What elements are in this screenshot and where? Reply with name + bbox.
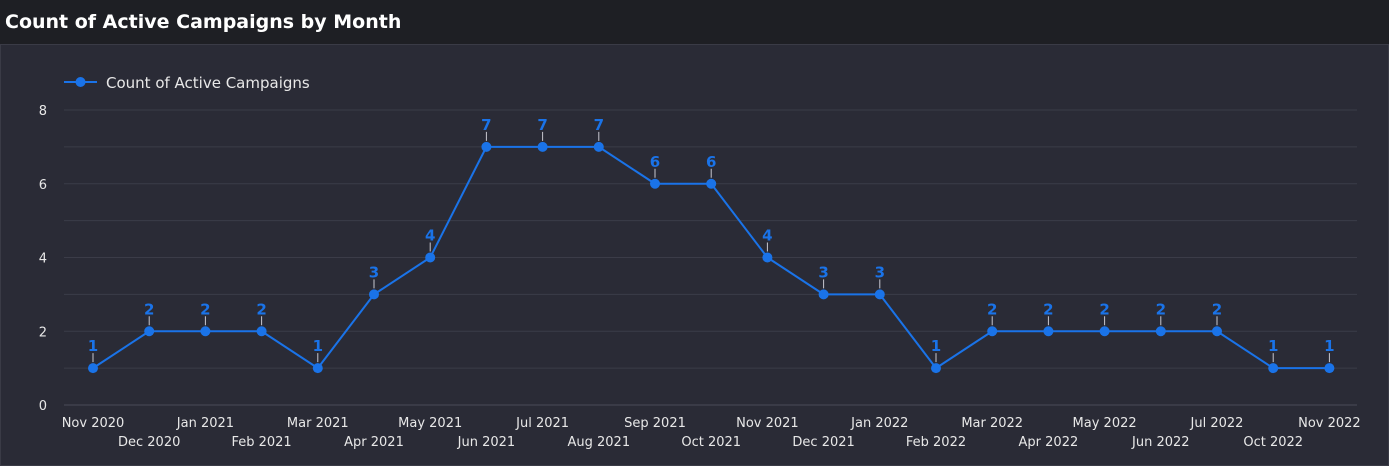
x-tick-label: Nov 2022 [1298, 416, 1361, 431]
data-point[interactable] [1043, 326, 1054, 337]
data-label: 7 [481, 116, 491, 134]
x-tick-label: Nov 2021 [736, 416, 799, 431]
title-bar: Count of Active Campaigns by Month [0, 0, 1389, 44]
x-tick-label: Jul 2021 [515, 416, 569, 431]
chart-panel: Count of Active Campaigns 0 2 4 6 8 Nov 2020… [0, 44, 1389, 466]
data-label: 4 [762, 227, 772, 245]
x-tick-label: Jul 2022 [1190, 416, 1244, 431]
series-count-of-active-campaigns: 1 2 2 2 1 3 4 7 7 7 6 6 4 3 3 1 2 2 2 2 2 1 1 [88, 116, 1335, 374]
data-label: 7 [594, 116, 604, 134]
data-label: 2 [200, 300, 210, 318]
data-point[interactable] [706, 178, 717, 189]
data-label: 2 [256, 300, 266, 318]
data-label: 4 [425, 227, 435, 245]
data-label: 2 [1043, 300, 1053, 318]
data-point[interactable] [256, 326, 267, 337]
x-tick-label: Aug 2021 [567, 435, 630, 450]
data-point[interactable] [481, 141, 492, 152]
x-tick-label: May 2022 [1073, 416, 1137, 431]
x-tick-label: Feb 2022 [906, 435, 966, 450]
data-label: 2 [1156, 300, 1166, 318]
legend-series-label: Count of Active Campaigns [106, 74, 310, 92]
data-label: 2 [1099, 300, 1109, 318]
line-chart: Count of Active Campaigns 0 2 4 6 8 Nov 2020… [39, 74, 1361, 450]
data-point[interactable] [1099, 326, 1110, 337]
x-tick-label: Jun 2022 [1131, 435, 1190, 450]
data-label: 2 [1212, 300, 1222, 318]
data-label: 2 [144, 300, 154, 318]
data-label: 1 [1324, 337, 1334, 355]
data-point[interactable] [144, 326, 155, 337]
x-tick-label: Sep 2021 [624, 416, 686, 431]
x-tick-label: Mar 2021 [287, 416, 349, 431]
x-axis-ticks: Nov 2020 Dec 2020 Jan 2021 Feb 2021 Mar 2021… [62, 416, 1361, 450]
data-point[interactable] [593, 141, 604, 152]
data-label: 3 [818, 263, 828, 281]
data-point[interactable] [312, 363, 323, 374]
x-tick-label: Oct 2021 [681, 435, 741, 450]
y-tick-label: 4 [39, 252, 47, 267]
data-point[interactable] [1268, 363, 1279, 374]
x-tick-label: Oct 2022 [1243, 435, 1303, 450]
data-label: 1 [931, 337, 941, 355]
x-tick-label: Jan 2022 [850, 416, 908, 431]
data-label: 2 [987, 300, 997, 318]
chart-title: Count of Active Campaigns by Month [5, 11, 402, 33]
data-label: 6 [650, 153, 660, 171]
data-point[interactable] [1155, 326, 1166, 337]
y-tick-label: 6 [39, 178, 47, 193]
data-point[interactable] [200, 326, 211, 337]
data-point[interactable] [537, 141, 548, 152]
data-label: 1 [1268, 337, 1278, 355]
data-point[interactable] [1212, 326, 1222, 337]
legend[interactable]: Count of Active Campaigns [64, 74, 310, 92]
data-label: 6 [706, 153, 716, 171]
y-axis-ticks: 0 2 4 6 8 [39, 104, 47, 414]
x-tick-label: Apr 2022 [1019, 435, 1079, 450]
x-tick-label: Apr 2021 [344, 435, 404, 450]
x-tick-label: May 2021 [398, 416, 462, 431]
x-tick-label: Feb 2021 [231, 435, 291, 450]
y-tick-label: 0 [39, 399, 47, 414]
data-point[interactable] [987, 326, 998, 337]
data-label: 1 [313, 337, 323, 355]
x-tick-label: Jun 2021 [457, 435, 516, 450]
data-point[interactable] [874, 289, 885, 300]
x-tick-label: Mar 2022 [961, 416, 1023, 431]
x-tick-label: Dec 2020 [118, 435, 180, 450]
data-point[interactable] [818, 289, 829, 300]
data-label: 3 [875, 263, 885, 281]
data-label: 1 [88, 337, 98, 355]
data-point[interactable] [425, 252, 436, 263]
data-point[interactable] [1324, 363, 1335, 374]
x-tick-label: Jan 2021 [176, 416, 234, 431]
data-point[interactable] [88, 363, 98, 374]
grid-lines [64, 109, 1357, 406]
data-label: 3 [369, 263, 379, 281]
y-tick-label: 2 [39, 325, 47, 340]
data-point[interactable] [369, 289, 379, 300]
data-point[interactable] [931, 363, 941, 374]
x-tick-label: Nov 2020 [62, 416, 125, 431]
data-point[interactable] [650, 178, 660, 189]
legend-marker-icon [75, 77, 86, 87]
x-tick-label: Dec 2021 [792, 435, 854, 450]
data-point[interactable] [762, 252, 773, 263]
data-label: 7 [537, 116, 547, 134]
y-tick-label: 8 [39, 104, 47, 119]
